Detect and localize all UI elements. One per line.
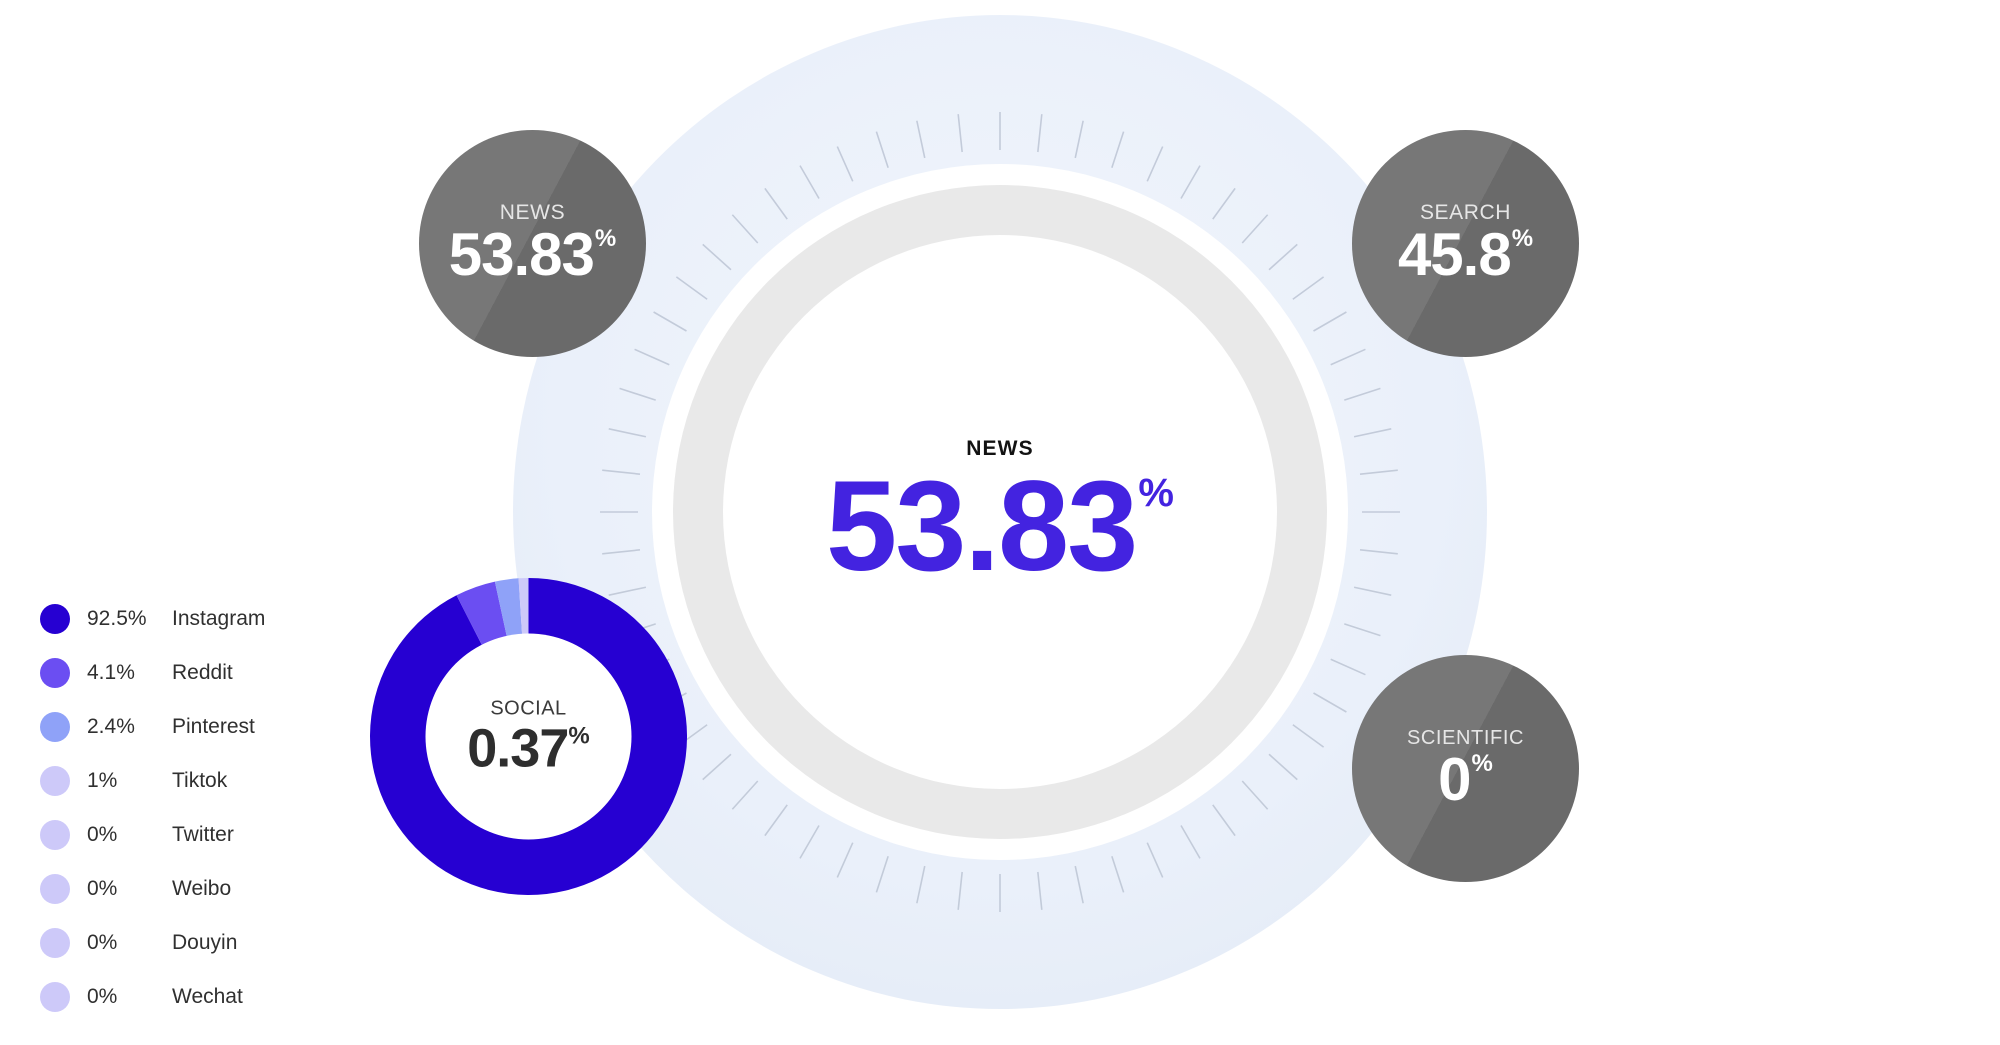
legend-percent: 92.5% [87, 607, 147, 630]
metric-bubble-search-percent-symbol: % [1511, 225, 1534, 253]
legend-percent: 2.4% [87, 715, 135, 738]
legend-label: Tiktok [172, 769, 228, 792]
legend-item[interactable]: 4.1% Reddit [40, 646, 265, 700]
legend-label: Douyin [172, 931, 238, 954]
gauge-ticks [600, 112, 1400, 912]
social-donut-graphic [370, 578, 687, 895]
legend-label: Wechat [172, 985, 243, 1008]
metric-bubble-news-value-row: 53.83 % [449, 224, 617, 285]
legend-color-dot [40, 820, 70, 850]
legend-item[interactable]: 0% Twitter [40, 808, 265, 862]
legend-color-dot [40, 928, 70, 958]
legend-percent: 0% [87, 985, 118, 1008]
gauge-inner-face [723, 235, 1277, 789]
news-gauge: NEWS 53.83 % [510, 12, 1490, 1012]
legend-item[interactable]: 92.5% Instagram [40, 592, 265, 646]
metric-bubble-scientific-label: SCIENTIFIC [1406, 726, 1525, 749]
gauge-graphic [513, 15, 1487, 1009]
legend-color-dot [40, 982, 70, 1012]
metric-bubble-scientific[interactable]: SCIENTIFIC 0 % [1352, 655, 1579, 882]
legend-item[interactable]: 0% Weibo [40, 862, 265, 916]
legend-item[interactable]: 0% Wechat [40, 970, 265, 1024]
metric-bubble-scientific-value: 0 [1438, 745, 1471, 813]
legend-color-dot [40, 604, 70, 634]
legend-color-dot [40, 658, 70, 688]
legend-label: Weibo [172, 877, 232, 900]
social-donut-hole [425, 633, 632, 840]
metric-bubble-news-value: 53.83 [448, 221, 595, 289]
metric-bubble-search-label: SEARCH [1419, 201, 1512, 225]
social-donut-chart[interactable]: SOCIAL 0.37 % [370, 578, 687, 895]
legend-item[interactable]: 1% Tiktok [40, 754, 265, 808]
legend-color-dot [40, 874, 70, 904]
legend-label: Instagram [172, 607, 266, 630]
social-legend: 92.5% Instagram 4.1% Reddit 2.4% Pinterest 1% T… [40, 592, 265, 1024]
legend-percent: 0% [87, 877, 118, 900]
metric-bubble-search[interactable]: SEARCH 45.8 % [1352, 130, 1579, 357]
legend-percent: 0% [87, 823, 118, 846]
legend-item[interactable]: 0% Douyin [40, 916, 265, 970]
legend-percent: 0% [87, 931, 118, 954]
legend-label: Pinterest [172, 715, 255, 738]
legend-color-dot [40, 766, 70, 796]
legend-item[interactable]: 2.4% Pinterest [40, 700, 265, 754]
metric-bubble-scientific-value-row: 0 % [1438, 749, 1493, 810]
legend-label: Twitter [172, 823, 234, 846]
legend-color-dot [40, 712, 70, 742]
legend-label: Reddit [172, 661, 233, 684]
metric-bubble-news-percent-symbol: % [594, 225, 617, 253]
metric-bubble-news-label: NEWS [499, 201, 566, 225]
legend-percent: 1% [87, 769, 118, 792]
metric-bubble-search-value: 45.8 [1397, 221, 1512, 289]
metric-bubble-search-value-row: 45.8 % [1398, 224, 1533, 285]
legend-percent: 4.1% [87, 661, 135, 684]
metric-bubble-news[interactable]: NEWS 53.83 % [419, 130, 646, 357]
metric-bubble-scientific-percent-symbol: % [1471, 749, 1493, 777]
